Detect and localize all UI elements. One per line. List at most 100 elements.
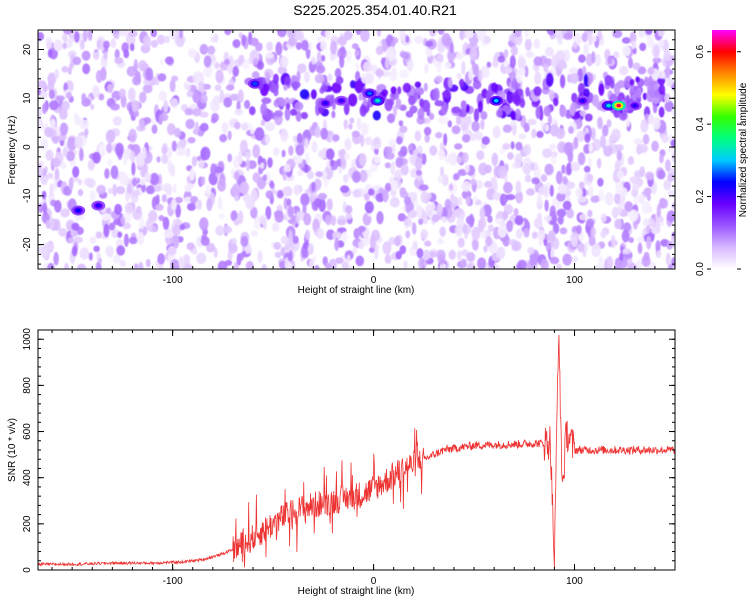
spectrogram-cell [441,174,449,186]
spectrogram-cell [480,111,488,120]
spectrogram-cell [491,60,499,68]
spectrogram-cell [314,73,325,84]
spectrogram-cell [265,121,275,132]
spectrogram-cell [394,235,401,247]
spectrogram-cell [153,185,161,192]
spectrogram-cell [183,254,191,267]
spectrogram-cell [462,152,469,164]
spectrogram-cell [281,149,286,158]
spectrogram-cell [465,30,474,39]
spectrogram-cell [465,104,470,113]
spectrogram-cell [587,158,593,169]
spectrogram-cell [74,31,80,43]
spectrogram-cell [263,83,270,92]
spectrogram-cell [597,116,603,130]
spectrogram-cell [103,40,110,49]
spectrogram-cell [320,40,327,52]
spectrogram-cell [266,41,274,52]
spectrogram-cell [171,140,177,152]
spectrogram-cell [454,224,463,237]
spectrogram-cell [296,211,301,224]
spectrogram-cell [352,170,361,183]
spectrogram-cell [506,220,513,233]
spectrogram-hotspot [339,98,344,103]
spectrogram-cell [470,132,476,142]
spectrogram-cell [345,211,352,220]
spectrogram-cell [583,73,589,87]
spectrogram-cell [517,259,527,269]
spectrogram-cell [570,161,581,172]
spectrogram-cell [112,116,122,126]
spectrogram-cell [399,125,408,133]
spectrogram-cell [552,222,560,234]
spectrogram-cell [390,40,396,48]
spectrogram-cell [241,34,247,47]
spectrogram-cell [145,218,153,232]
spectrogram-cell [52,219,61,231]
spectrogram-cell [531,231,538,239]
spectrogram-cell [161,145,168,155]
spectrogram-cell [583,88,590,98]
spectrogram-cell [106,207,112,215]
spectrogram-cell [138,261,144,269]
spectrogram-cell [449,42,454,54]
spectrogram-cell [185,118,195,130]
spectrogram-cell [320,55,326,62]
spectrogram-cell [627,262,637,269]
spectrogram-cell [646,235,652,250]
spectrogram-frame [37,29,676,270]
spectrogram-cell [195,200,202,210]
spectrogram-cell [290,108,298,116]
spectrogram-cell [578,54,586,63]
spectrogram-cell [282,186,293,197]
spectrogram-cell [48,89,55,100]
spectrogram-cell [314,264,320,269]
spectrogram-cell [334,68,342,79]
spectrogram-cell [629,176,639,184]
spectrogram-cell [157,253,166,265]
spectrogram-cell [364,201,374,214]
spectrogram-cell [511,91,520,105]
spectrogram-cell [671,256,675,268]
spectrogram-cell [497,55,506,63]
spectrogram-cell [344,138,352,151]
spectrogram-cell [514,153,523,166]
spectrogram-cell [415,157,423,171]
colorbar-tick-label: 0.0 [695,262,706,276]
spectrogram-cell [325,148,335,160]
spectrogram-cell [531,177,540,185]
spectrogram-cell [405,36,410,43]
spectrogram-cell [602,124,609,137]
spectrogram-cell [405,230,411,239]
spectrogram-cell [429,145,438,156]
spectrogram-cell [436,60,442,73]
spectrogram-cell [339,46,346,55]
spectrogram-cell [73,236,83,244]
spectrogram-cell [559,74,566,89]
spectrogram-cell [502,210,509,220]
spectrogram-cell [92,51,100,60]
spectrogram-cell [466,262,476,269]
spectrogram-cell [423,249,431,261]
spectrogram-cell [318,192,327,200]
spectrogram-cell [123,233,129,247]
spectrogram-cell [217,179,227,192]
spectrogram-hotspot [375,98,380,103]
spectrogram-cell [540,259,549,269]
spectrogram-cell [515,180,522,194]
spectrogram-cell [609,134,614,147]
spectrogram-cell [600,134,606,149]
spectrogram-cell [515,228,523,239]
spectrogram-cell [577,82,586,95]
spectrogram-cell [514,30,522,38]
spectrogram-cell [203,55,212,68]
spectrogram-cell [661,134,669,144]
spectrogram-cell [110,165,119,179]
spectrogram-hotspot [75,208,81,213]
spectrogram-cell [434,100,445,107]
spectrogram-cell [45,220,51,229]
spectrogram-x-axis-label: Height of straight line (km) [298,285,415,296]
spectrogram-cell [324,30,331,40]
snr-y-ticks: 0 200 400 600 800 1000 [22,328,675,573]
spectrogram-cell [647,218,655,226]
